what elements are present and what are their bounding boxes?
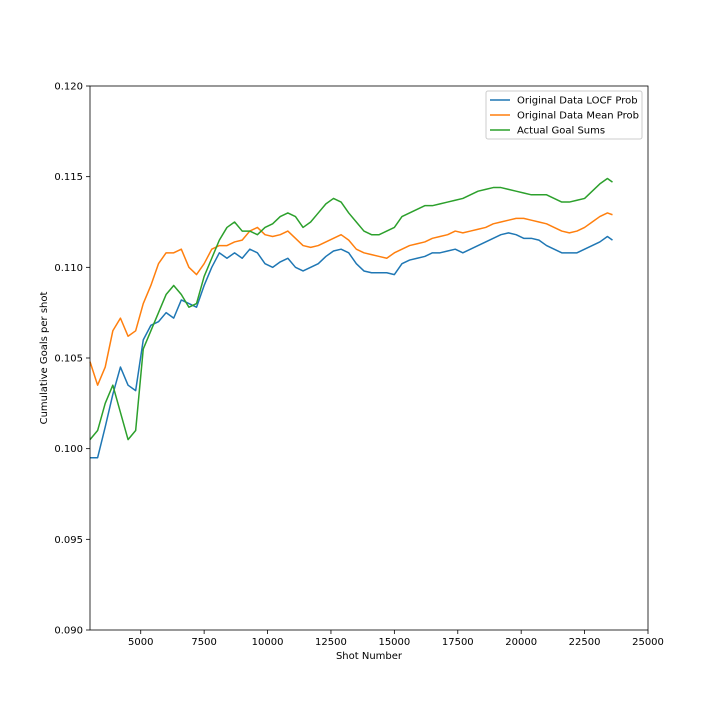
- x-axis-label: Shot Number: [336, 651, 403, 662]
- x-tick-label: 5000: [128, 637, 153, 648]
- series-line-2: [89, 212, 613, 386]
- series-layer: [89, 177, 613, 459]
- x-tick-label: 17500: [442, 637, 474, 648]
- x-tick-label: 15000: [378, 637, 410, 648]
- x-tick-label: 20000: [505, 637, 537, 648]
- x-tick-label: 25000: [632, 637, 664, 648]
- y-tick-label: 0.110: [54, 263, 83, 274]
- legend: Original Data LOCF Prob Original Data Mea…: [485, 90, 643, 140]
- legend-label-1: Original Data LOCF Prob: [517, 96, 638, 107]
- x-tick-label: 7500: [191, 637, 216, 648]
- x-axis-ticks: 5000 7500 10000 12500 15000 17500 20000 22500 25…: [128, 630, 664, 648]
- x-tick-label: 10000: [252, 637, 284, 648]
- legend-box: [485, 90, 643, 140]
- y-tick-label: 0.090: [54, 626, 83, 637]
- y-tick-label: 0.095: [54, 535, 83, 546]
- x-tick-label: 12500: [315, 637, 347, 648]
- y-axis-ticks: 0.090 0.095 0.100 0.105 0.110 0.115 0.120: [54, 82, 90, 637]
- y-tick-label: 0.100: [54, 444, 83, 455]
- y-axis-label: Cumulative Goals per shot: [39, 292, 50, 425]
- legend-label-3: Actual Goal Sums: [517, 126, 605, 137]
- y-tick-label: 0.120: [54, 82, 83, 93]
- series-line-3: [89, 177, 613, 441]
- series-line-1: [90, 232, 613, 459]
- y-tick-label: 0.115: [54, 172, 83, 183]
- x-tick-label: 22500: [569, 637, 601, 648]
- y-tick-label: 0.105: [54, 354, 83, 365]
- legend-items: Original Data LOCF Prob Original Data Mea…: [490, 96, 639, 137]
- legend-label-2: Original Data Mean Prob: [517, 111, 639, 122]
